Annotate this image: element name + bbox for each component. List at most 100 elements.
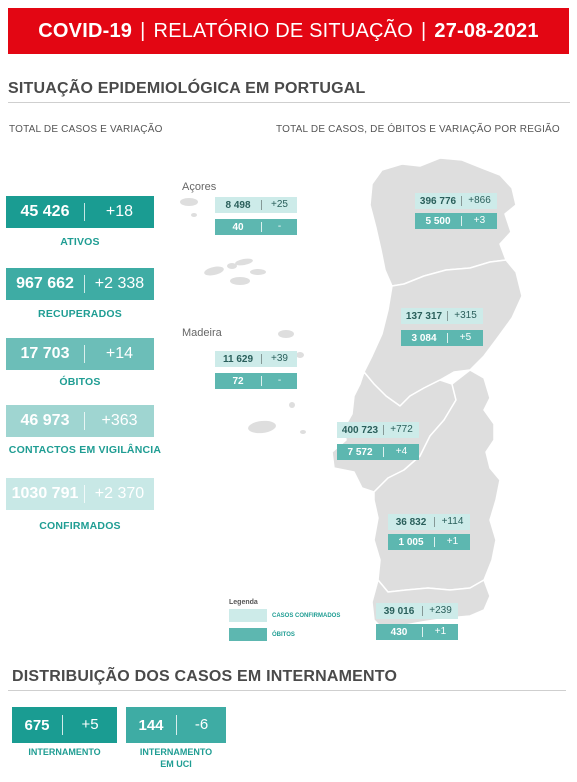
stat-value: 967 662	[16, 275, 74, 292]
header-title: RELATÓRIO DE SITUAÇÃO	[153, 19, 413, 42]
hospital-delta: +5	[62, 715, 117, 735]
island-shape	[300, 430, 306, 434]
island-shape	[204, 266, 224, 276]
region-deaths: 430	[390, 626, 408, 638]
header-separator: |	[420, 19, 427, 42]
alentejo-deaths-box: 1 005 +1	[388, 534, 470, 550]
header-prefix: COVID-19	[38, 19, 133, 42]
region-cases: 11 629	[222, 353, 254, 365]
hospital-value: 144	[138, 716, 164, 734]
centro-cases-box: 137 317 +315	[401, 308, 483, 324]
legend-deaths-label: ÓBITOS	[272, 632, 295, 638]
island-shape	[227, 263, 237, 269]
centro-deaths-box: 3 084 +5	[401, 330, 483, 346]
stat-contactos-box: 46 973 +363	[6, 405, 154, 437]
region-deaths-delta: +3	[461, 216, 497, 226]
region-cases-delta: +772	[383, 425, 419, 435]
stat-value: 45 426	[20, 203, 70, 220]
region-deaths-delta: +1	[434, 537, 470, 547]
region-cases: 36 832	[395, 516, 427, 528]
algarve-deaths-box: 430 +1	[376, 624, 458, 640]
legend-title: Legenda	[229, 599, 258, 606]
stat-obitos-label: ÓBITOS	[59, 376, 101, 388]
region-cases: 8 498	[225, 199, 251, 211]
epi-section-title: SITUAÇÃO EPIDEMIOLÓGICA EM PORTUGAL	[8, 80, 366, 97]
stat-delta: +18	[84, 203, 154, 221]
report-header-banner: COVID-19 | RELATÓRIO DE SITUAÇÃO | 27-08…	[8, 8, 569, 54]
internamento-label: INTERNAMENTO	[12, 746, 117, 758]
legend-cases-label: CASOS CONFIRMADOS	[272, 613, 341, 619]
region-deaths-delta: -	[261, 376, 297, 386]
internamento-uci-box: 144 -6	[126, 707, 226, 743]
region-cases-delta: +39	[261, 354, 297, 364]
alentejo-cases-box: 36 832 +114	[388, 514, 470, 530]
lvt-deaths-box: 7 572 +4	[337, 444, 419, 460]
stat-recuperados-label: RECUPERADOS	[38, 308, 122, 320]
stat-value: 1030 791	[11, 485, 79, 502]
acores-deaths-box: 40 -	[215, 219, 297, 235]
epi-section-rule	[8, 102, 570, 103]
region-cases: 39 016	[383, 605, 415, 617]
stat-ativos-box: 45 426 +18	[6, 196, 154, 228]
region-cases-delta: +114	[434, 517, 470, 527]
island-shape	[289, 402, 295, 408]
hospital-label-line: INTERNAMENTO	[139, 747, 213, 757]
region-cases: 137 317	[405, 310, 443, 322]
region-deaths-delta: -	[261, 222, 297, 232]
legend-cases-swatch	[229, 609, 267, 622]
hospital-label-line: INTERNAMENTO	[28, 747, 101, 757]
hospital-value: 675	[24, 716, 50, 734]
island-shape	[180, 198, 198, 206]
hospital-section-title: DISTRIBUIÇÃO DOS CASOS EM INTERNAMENTO	[12, 668, 398, 685]
stat-value: 17 703	[20, 345, 70, 362]
legend-deaths-swatch	[229, 628, 267, 641]
region-cases: 396 776	[419, 195, 457, 207]
algarve-cases-box: 39 016 +239	[376, 603, 458, 619]
stat-delta: +363	[84, 412, 154, 430]
totals-subtitle: TOTAL DE CASOS E VARIAÇÃO	[9, 124, 163, 135]
stat-value: 46 973	[20, 412, 70, 429]
region-cases-delta: +239	[422, 606, 458, 616]
region-deaths: 7 572	[347, 446, 373, 458]
stat-delta: +2 370	[84, 485, 154, 503]
island-shape	[235, 258, 253, 266]
region-deaths: 5 500	[425, 215, 451, 227]
stat-ativos-label: ATIVOS	[60, 236, 100, 248]
island-shape	[296, 352, 304, 358]
region-deaths: 1 005	[398, 536, 424, 548]
internamento-uci-label: INTERNAMENTO EM UCI	[126, 746, 226, 770]
acores-label: Açores	[182, 181, 217, 193]
region-cases: 400 723	[341, 424, 379, 436]
stat-delta: +2 338	[84, 275, 154, 293]
region-deaths-delta: +1	[422, 627, 458, 637]
island-shape	[191, 213, 197, 217]
stat-confirmados-box: 1030 791 +2 370	[6, 478, 154, 510]
region-deaths: 40	[232, 221, 244, 233]
stat-contactos-label: CONTACTOS EM VIGILÂNCIA	[8, 444, 162, 456]
region-cases-delta: +866	[461, 196, 497, 206]
island-shape	[230, 277, 250, 285]
region-cases-delta: +25	[261, 200, 297, 210]
madeira-deaths-box: 72 -	[215, 373, 297, 389]
hospital-section-rule	[8, 690, 566, 691]
header-date: 27-08-2021	[434, 19, 539, 42]
madeira-cases-box: 11 629 +39	[215, 351, 297, 367]
acores-cases-box: 8 498 +25	[215, 197, 297, 213]
island-shape	[250, 269, 266, 275]
hospital-delta: -6	[176, 715, 226, 735]
region-deaths-delta: +4	[383, 447, 419, 457]
header-separator: |	[140, 19, 146, 42]
lvt-cases-box: 400 723 +772	[337, 422, 419, 438]
norte-cases-box: 396 776 +866	[415, 193, 497, 209]
stat-confirmados-label: CONFIRMADOS	[39, 520, 121, 532]
regions-subtitle: TOTAL DE CASOS, DE ÓBITOS E VARIAÇÃO POR…	[276, 124, 560, 135]
madeira-label: Madeira	[182, 327, 222, 339]
stat-obitos-box: 17 703 +14	[6, 338, 154, 370]
internamento-box: 675 +5	[12, 707, 117, 743]
stat-recuperados-box: 967 662 +2 338	[6, 268, 154, 300]
region-deaths: 3 084	[411, 332, 437, 344]
stat-delta: +14	[84, 345, 154, 363]
norte-deaths-box: 5 500 +3	[415, 213, 497, 229]
region-deaths: 72	[232, 375, 244, 387]
